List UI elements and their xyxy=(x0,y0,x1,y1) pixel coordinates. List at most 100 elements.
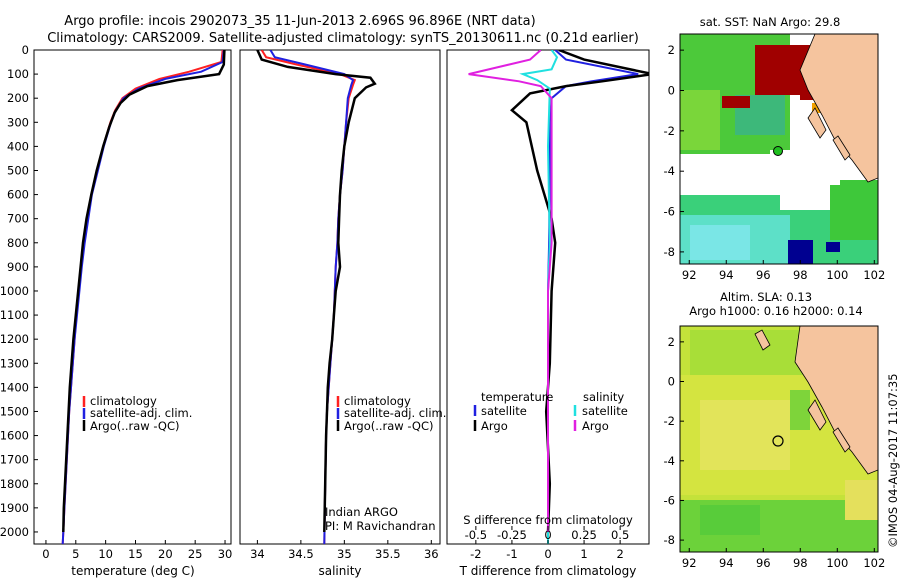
depth-tick-label: 300 xyxy=(7,115,29,129)
depth-tick-label: 0 xyxy=(22,43,29,57)
sla-map: Altim. SLA: 0.13 Argo h1000: 0.16 h2000:… xyxy=(664,290,886,570)
sst-argo-location xyxy=(773,146,783,156)
legend-climatology: climatology xyxy=(90,394,157,408)
map-ytick-label: 2 xyxy=(668,335,675,349)
map-ytick-label: -2 xyxy=(664,414,675,428)
credit-indian-argo: Indian ARGO xyxy=(325,505,398,519)
depth-tick-label: 1600 xyxy=(0,429,29,443)
sal-legend-argo: Argo(..raw -QC) xyxy=(344,419,434,433)
temp-xtick-label: 5 xyxy=(72,547,79,561)
map-ytick-label: 0 xyxy=(668,375,675,389)
legend-sal-satellite: satellite xyxy=(582,404,628,418)
depth-tick-label: 600 xyxy=(7,188,29,202)
temp-xtick-label: 20 xyxy=(158,547,173,561)
map-xtick-label: 92 xyxy=(682,556,697,570)
map-xtick-label: 98 xyxy=(793,556,808,570)
diff-top-tick-label: 0.25 xyxy=(571,528,597,542)
map-xtick-label: 102 xyxy=(863,268,885,282)
map-ytick-label: 0 xyxy=(668,83,675,97)
map-xtick-label: 94 xyxy=(719,556,734,570)
map-ytick-label: -8 xyxy=(664,533,675,547)
map-xtick-label: 94 xyxy=(719,268,734,282)
map-ytick-label: -2 xyxy=(664,124,675,138)
depth-tick-label: 800 xyxy=(7,236,29,250)
legend-temp-satellite: satellite xyxy=(481,404,527,418)
sal-xtick-label: 35.5 xyxy=(375,547,401,561)
sal-xtick-label: 34 xyxy=(250,547,265,561)
diff-top-tick-label: -0.5 xyxy=(465,528,487,542)
diff-xtick-label: 1 xyxy=(580,547,587,561)
map-xtick-label: 96 xyxy=(756,556,771,570)
sla-argo-location xyxy=(772,435,784,447)
difference-legend: temperature satellite Argo salinity sate… xyxy=(473,390,628,433)
salinity-panel: 34 34.5 35 35.5 36 salinity climatology sate… xyxy=(239,49,446,578)
temp-xtick-label: 25 xyxy=(188,547,203,561)
map-ytick-label: -6 xyxy=(664,493,675,507)
depth-tick-label: 200 xyxy=(7,91,29,105)
diff-xtick-label: -2 xyxy=(470,547,481,561)
map-xtick-label: 102 xyxy=(863,556,885,570)
map-xtick-label: 98 xyxy=(793,268,808,282)
temperature-axes-box xyxy=(33,49,232,545)
temperature-xlabel: temperature (deg C) xyxy=(71,564,194,578)
series-line-2 xyxy=(256,50,377,533)
sal-xtick-label: 36 xyxy=(424,547,439,561)
map-ytick-label: 2 xyxy=(668,43,675,57)
sal-legend-satellite: satellite-adj. clim. xyxy=(344,406,446,420)
sst-map-title: sat. SST: NaN Argo: 29.8 xyxy=(700,15,841,29)
map-ytick-label: -6 xyxy=(664,205,675,219)
map-ytick-label: -8 xyxy=(664,245,675,259)
legend-sal-argo: Argo xyxy=(582,419,609,433)
temperature-legend: climatology satellite-adj. clim. Argo(..… xyxy=(82,394,192,433)
diff-top-tick-label: -0.25 xyxy=(497,528,527,542)
legend-temp-argo: Argo xyxy=(481,419,508,433)
diff-xtick-label: 0 xyxy=(544,547,551,561)
depth-tick-label: 500 xyxy=(7,163,29,177)
header-title-line2: Climatology: CARS2009. Satellite-adjuste… xyxy=(47,31,639,46)
depth-tick-label: 1400 xyxy=(0,380,29,394)
salinity-xlabel: salinity xyxy=(318,564,361,578)
temp-xtick-label: 10 xyxy=(98,547,113,561)
diff-top-tick-label: 0 xyxy=(544,528,551,542)
diff-top-label: S difference from climatology xyxy=(463,513,633,527)
credit-pi: PI: M Ravichandran xyxy=(325,519,436,533)
sst-map: sat. SST: NaN Argo: 29.8 92 xyxy=(664,15,886,282)
sal-xtick-label: 34.5 xyxy=(288,547,314,561)
depth-tick-label: 1700 xyxy=(0,453,29,467)
map-xtick-label: 100 xyxy=(826,556,848,570)
depth-tick-label: 1200 xyxy=(0,332,29,346)
temp-xtick-label: 15 xyxy=(128,547,143,561)
map-xtick-label: 96 xyxy=(756,268,771,282)
depth-tick-label: 1300 xyxy=(0,356,29,370)
depth-tick-label: 1000 xyxy=(0,284,29,298)
temp-xtick-label: 30 xyxy=(218,547,233,561)
depth-tick-label: 900 xyxy=(7,260,29,274)
temperature-panel: 0 5 10 15 20 25 30 0 100 200 300 400 500 600 700 800 90… xyxy=(0,43,451,578)
depth-tick-label: 700 xyxy=(7,212,29,226)
series-line-3 xyxy=(468,50,553,532)
depth-tick-label: 400 xyxy=(7,139,29,153)
map-ytick-label: -4 xyxy=(664,454,675,468)
temp-xtick-label: 0 xyxy=(42,547,49,561)
legend-argo: Argo(..raw -QC) xyxy=(90,419,180,433)
difference-panel: -2 -1 0 1 2 S difference from climatology -0… xyxy=(446,49,650,578)
salinity-legend: climatology satellite-adj. clim. Argo(..… xyxy=(336,394,446,433)
header-title-line1: Argo profile: incois 2902073_35 11-Jun-2… xyxy=(64,14,535,29)
depth-tick-label: 1100 xyxy=(0,308,29,322)
salinity-axes-box xyxy=(239,49,441,545)
diff-xtick-label: -1 xyxy=(506,547,517,561)
diff-xtick-label: 2 xyxy=(616,547,623,561)
depth-tick-label: 100 xyxy=(7,67,29,81)
depth-tick-label: 1900 xyxy=(0,501,29,515)
depth-tick-label: 2000 xyxy=(0,525,29,539)
sal-legend-climatology: climatology xyxy=(344,394,411,408)
map-xtick-label: 92 xyxy=(682,268,697,282)
depth-tick-label: 1500 xyxy=(0,404,29,418)
timestamp: ©IMOS 04-Aug-2017 11:07:35 xyxy=(886,373,900,548)
sal-xtick-label: 35 xyxy=(337,547,352,561)
sla-map-title2: Argo h1000: 0.16 h2000: 0.14 xyxy=(689,304,862,318)
map-ytick-label: -4 xyxy=(664,164,675,178)
sla-map-title1: Altim. SLA: 0.13 xyxy=(720,290,812,304)
legend-temperature-title: temperature xyxy=(481,390,553,404)
